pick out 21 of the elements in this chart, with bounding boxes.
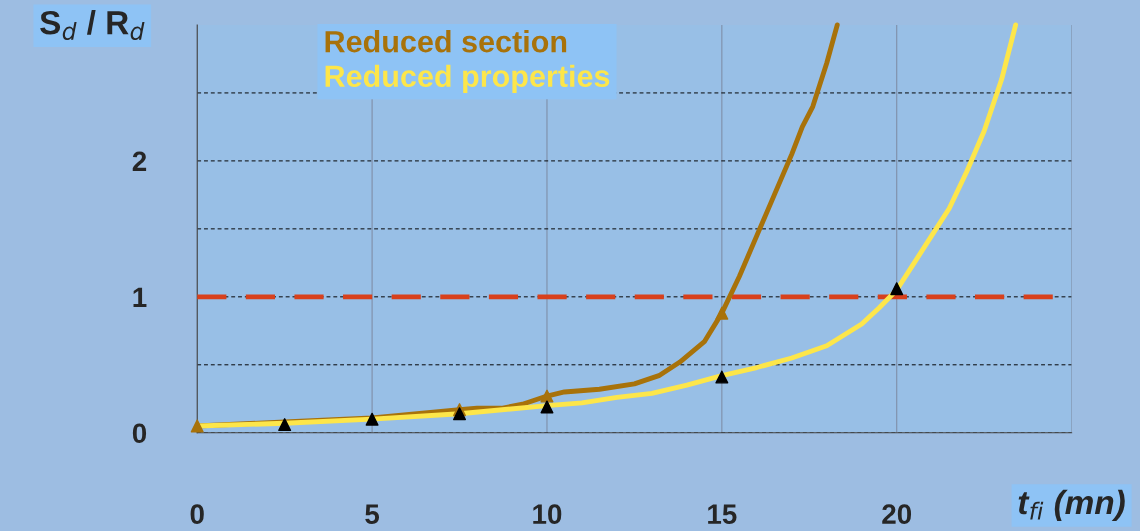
- x-tick-label: 20: [882, 504, 912, 524]
- x-axis-title: t$_{fi}$ (mn): [1018, 489, 1125, 521]
- y-axis-title: S$_{d}$ / R$_{d}$: [40, 10, 145, 40]
- x-tick-label: 0: [190, 504, 204, 524]
- point: [365, 412, 379, 426]
- point: [453, 407, 467, 421]
- text: Reduced properties: [325, 64, 610, 94]
- point: [540, 389, 554, 403]
- text: Reduced section: [325, 30, 567, 53]
- point: [715, 370, 729, 384]
- x-tick-label: 10: [533, 504, 562, 524]
- point: [190, 419, 204, 433]
- y-tick-label: 0: [132, 423, 147, 444]
- y-tick-label: 1: [133, 287, 147, 307]
- point: [540, 400, 554, 414]
- x-tick-label: 5: [365, 504, 380, 524]
- point: [278, 418, 292, 432]
- point: [890, 282, 904, 296]
- point: [715, 306, 729, 320]
- y-tick-label: 2: [132, 151, 147, 171]
- x-tick-label: 15: [708, 504, 737, 524]
